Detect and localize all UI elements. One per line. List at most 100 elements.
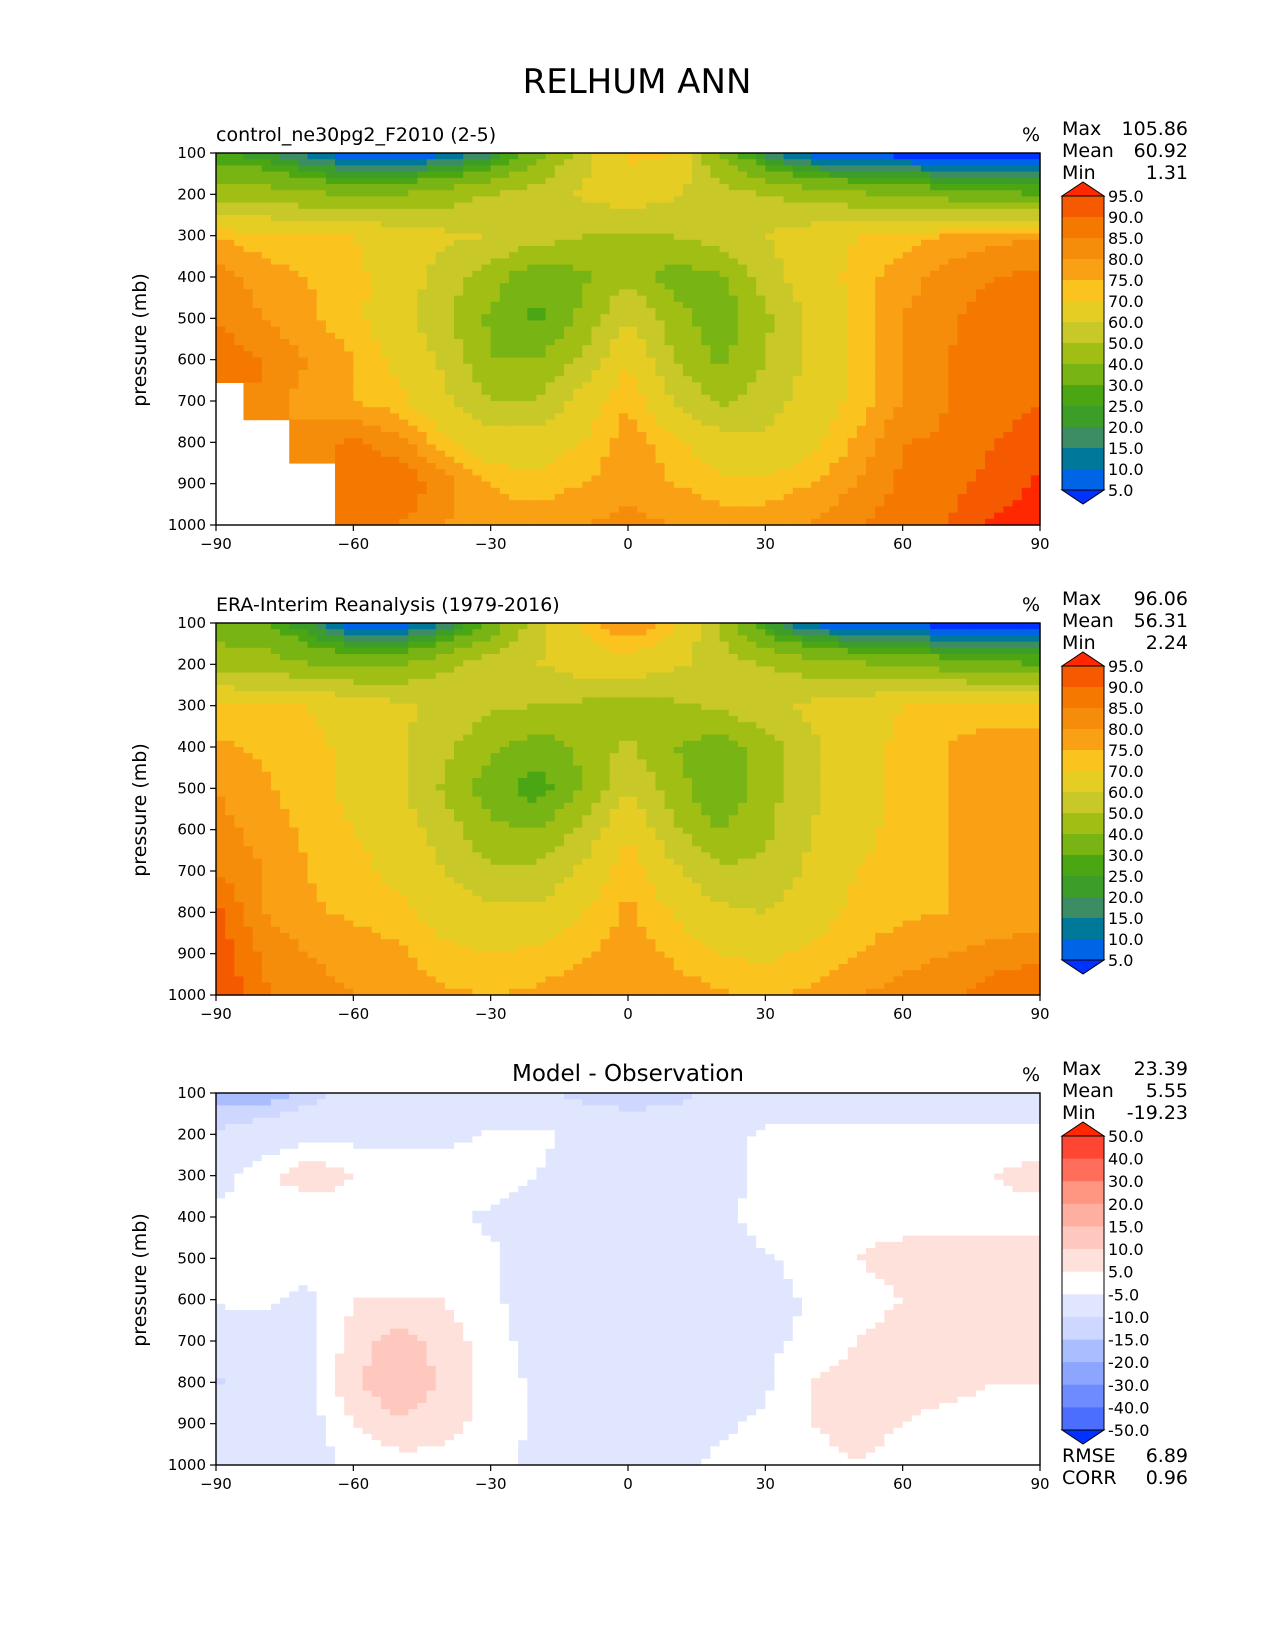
field-cell [811, 481, 821, 489]
field-cell [875, 277, 885, 284]
field-cell [490, 208, 501, 216]
field-cell [344, 153, 354, 160]
field-cell [344, 221, 354, 228]
field-cell [490, 277, 501, 284]
field-cell [975, 357, 986, 365]
field-cell [737, 270, 748, 278]
field-cell [399, 196, 409, 204]
field-cell [261, 239, 272, 247]
field-cell [783, 432, 794, 439]
field-cell [866, 270, 876, 278]
field-cell [435, 376, 446, 383]
field-cell [1021, 425, 1032, 433]
field-cell [838, 382, 849, 390]
field-cell [463, 165, 473, 173]
field-cell [389, 258, 400, 266]
field-cell [527, 376, 538, 383]
field-cell [444, 196, 455, 204]
field-cell [490, 215, 501, 222]
field-cell [664, 283, 675, 290]
field-cell [838, 419, 849, 427]
field-cell [994, 326, 1004, 334]
field-cell [902, 456, 913, 464]
field-cell [600, 277, 611, 284]
field-cell [362, 221, 373, 228]
field-cell [884, 196, 895, 204]
field-cell [673, 351, 684, 359]
field-cell [756, 177, 766, 185]
field-cell [801, 171, 812, 179]
field-cell [875, 370, 885, 377]
field-cell [270, 252, 281, 259]
field-cell [957, 370, 968, 377]
field-cell [893, 308, 904, 315]
field-cell [582, 432, 592, 439]
field-cell [298, 332, 309, 340]
field-cell [893, 171, 904, 179]
field-cell [628, 425, 638, 433]
field-cell [335, 463, 345, 470]
field-cell [847, 190, 858, 197]
field-cell [673, 438, 684, 445]
field-cell [838, 438, 849, 445]
field-cell [408, 252, 419, 259]
field-cell [344, 456, 354, 464]
field-cell [591, 252, 602, 259]
field-cell [554, 246, 565, 253]
field-cell [371, 425, 382, 433]
field-cell [911, 432, 922, 439]
field-cell [994, 320, 1004, 328]
field-cell [994, 289, 1004, 297]
field-cell [353, 177, 364, 185]
field-cell [747, 345, 757, 352]
field-cell [1021, 432, 1032, 439]
field-cell [655, 171, 666, 179]
field-cell [1003, 196, 1014, 204]
field-cell [216, 320, 226, 328]
field-cell [664, 308, 675, 315]
field-cell [463, 314, 473, 321]
field-cell [994, 215, 1004, 222]
field-cell [637, 444, 647, 452]
field-cell [426, 463, 437, 470]
field-cell [591, 475, 602, 483]
field-cell [527, 221, 538, 228]
field-cell [234, 227, 245, 235]
field-cell [710, 450, 721, 458]
field-cell [454, 345, 464, 352]
field-cell [536, 289, 547, 297]
field-cell [225, 177, 235, 185]
field-cell [985, 184, 995, 191]
field-cell [216, 289, 226, 297]
field-cell [856, 450, 867, 458]
field-cell [353, 456, 364, 464]
field-cell [536, 363, 547, 371]
field-cell [994, 301, 1004, 309]
field-cell [270, 215, 281, 222]
field-cell [911, 475, 922, 483]
field-cell [472, 394, 483, 402]
field-cell [1030, 332, 1041, 340]
field-cell [362, 438, 373, 445]
field-cell [902, 481, 913, 489]
field-cell [765, 184, 776, 191]
field-cell [298, 184, 309, 191]
field-cell [902, 370, 913, 377]
field-cell [527, 301, 538, 309]
field-cell [628, 500, 638, 507]
field-cell [994, 314, 1004, 321]
field-cell [335, 370, 345, 377]
field-cell [783, 425, 794, 433]
field-cell [637, 190, 647, 197]
field-cell [472, 438, 483, 445]
field-cell [563, 425, 574, 433]
field-cell [774, 283, 785, 290]
field-cell [866, 177, 876, 185]
field-cell [234, 277, 245, 284]
field-cell [985, 215, 995, 222]
field-cell [701, 277, 711, 284]
field-cell [618, 456, 629, 464]
field-cell [1030, 407, 1041, 414]
field-cell [1012, 413, 1023, 421]
field-cell [280, 246, 290, 253]
